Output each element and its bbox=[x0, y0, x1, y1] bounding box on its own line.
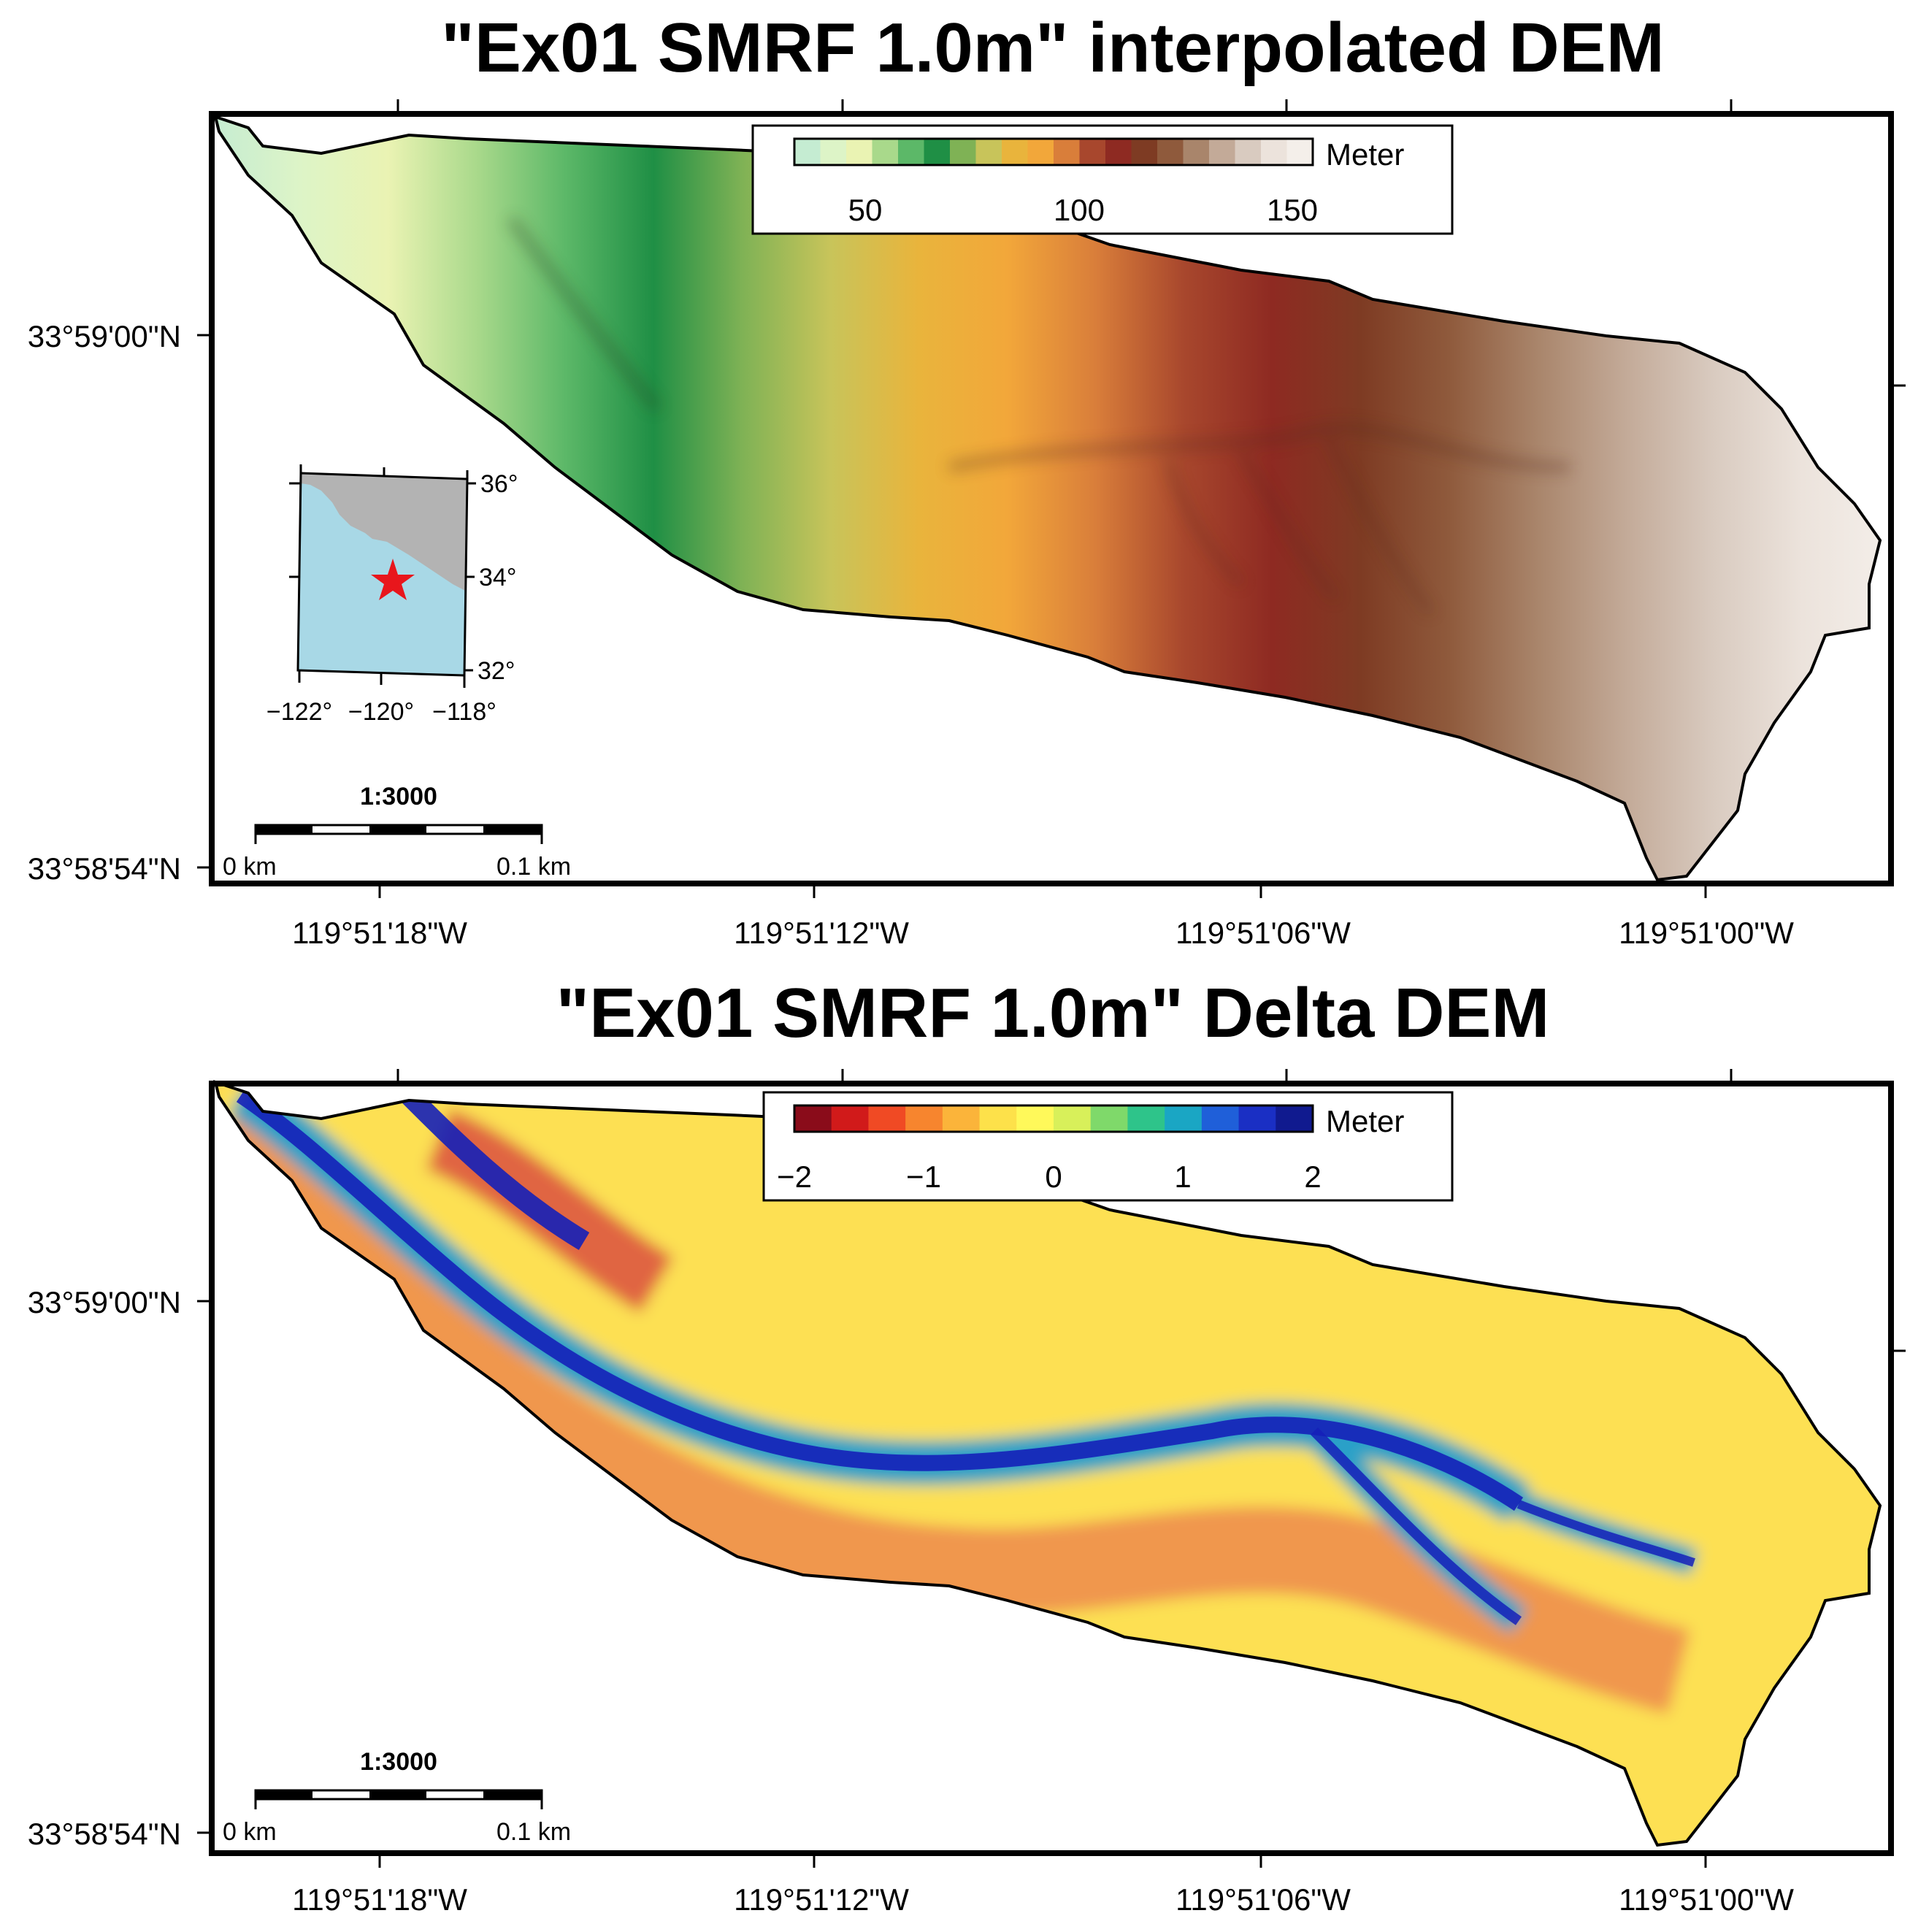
delta-colorbar-tick-4: 1 bbox=[1174, 1159, 1191, 1194]
colorbar-swatch bbox=[1016, 1105, 1054, 1132]
colorbar-swatch bbox=[898, 139, 924, 165]
delta-frame-ticks bbox=[197, 1069, 1906, 1868]
colorbar-swatch bbox=[820, 139, 847, 165]
scale-start-label: 0 km bbox=[223, 853, 277, 881]
colorbar-swatch bbox=[1235, 139, 1262, 165]
delta-map-title: "Ex01 SMRF 1.0m" Delta DEM bbox=[556, 974, 1550, 1052]
colorbar-swatch bbox=[1054, 1105, 1092, 1132]
inset-lon-tick-122: −122° bbox=[266, 698, 332, 726]
dem-map-title: "Ex01 SMRF 1.0m" interpolated DEM bbox=[441, 9, 1664, 87]
delta-lon-label-2: 119°51'12"W bbox=[734, 1882, 909, 1917]
lat-label-bottom: 33°58'54"N bbox=[28, 851, 181, 886]
delta-map-frame bbox=[209, 1081, 1894, 1856]
colorbar-swatch bbox=[1002, 139, 1028, 165]
colorbar-swatch bbox=[942, 1105, 981, 1132]
lat-label-top: 33°59'00"N bbox=[28, 319, 181, 353]
colorbar-swatch bbox=[1261, 139, 1287, 165]
delta-lon-label-4: 119°51'00"W bbox=[1619, 1882, 1794, 1917]
dem-colorbar-unit: Meter bbox=[1326, 137, 1404, 172]
dem-colorbar bbox=[794, 139, 1313, 165]
delta-lat-label-top: 33°59'00"N bbox=[28, 1285, 181, 1319]
colorbar-swatch bbox=[1090, 1105, 1128, 1132]
colorbar-swatch bbox=[1209, 139, 1235, 165]
colorbar-swatch bbox=[1054, 139, 1080, 165]
dem-map-panel: "Ex01 SMRF 1.0m" interpolated DEM bbox=[28, 9, 1906, 950]
colorbar-swatch bbox=[1276, 1105, 1313, 1132]
colorbar-swatch bbox=[975, 139, 1002, 165]
dem-scale-bar: 1:3000 0 km 0.1 km bbox=[223, 783, 571, 881]
inset-lat-tick-36: 36° bbox=[480, 470, 518, 498]
colorbar-swatch bbox=[1157, 139, 1184, 165]
colorbar-swatch bbox=[1201, 1105, 1240, 1132]
colorbar-swatch bbox=[1027, 139, 1054, 165]
colorbar-swatch bbox=[1183, 139, 1210, 165]
scale-end-label: 0.1 km bbox=[496, 853, 571, 881]
colorbar-swatch bbox=[794, 139, 821, 165]
delta-colorbar-tick-5: 2 bbox=[1304, 1159, 1321, 1194]
delta-colorbar-tick-3: 0 bbox=[1045, 1159, 1062, 1194]
colorbar-swatch bbox=[868, 1105, 906, 1132]
delta-colorbar bbox=[794, 1105, 1313, 1132]
colorbar-swatch bbox=[1079, 139, 1106, 165]
lon-label-2: 119°51'12"W bbox=[734, 916, 909, 950]
colorbar-swatch bbox=[950, 139, 976, 165]
delta-colorbar-legend: Meter −2 −1 0 1 2 bbox=[762, 1091, 1454, 1202]
lon-label-1: 119°51'18"W bbox=[292, 916, 467, 950]
inset-lat-tick-32: 32° bbox=[478, 657, 515, 685]
delta-scale-start-label: 0 km bbox=[223, 1818, 277, 1846]
delta-scale-bar: 1:3000 0 km 0.1 km bbox=[223, 1748, 571, 1846]
lon-label-3: 119°51'06"W bbox=[1175, 916, 1351, 950]
dem-map-frame bbox=[209, 111, 1894, 886]
delta-map-panel: "Ex01 SMRF 1.0m" Delta DEM bbox=[28, 974, 1906, 1917]
colorbar-swatch bbox=[846, 139, 872, 165]
colorbar-swatch bbox=[979, 1105, 1017, 1132]
colorbar-swatch bbox=[905, 1105, 943, 1132]
colorbar-swatch bbox=[872, 139, 899, 165]
lon-label-4: 119°51'00"W bbox=[1619, 916, 1794, 950]
colorbar-swatch bbox=[831, 1105, 869, 1132]
delta-lon-label-1: 119°51'18"W bbox=[292, 1882, 467, 1917]
inset-land bbox=[301, 473, 467, 591]
delta-lat-label-bottom: 33°58'54"N bbox=[28, 1817, 181, 1851]
colorbar-swatch bbox=[1238, 1105, 1276, 1132]
colorbar-swatch bbox=[794, 1105, 832, 1132]
delta-colorbar-unit: Meter bbox=[1326, 1104, 1404, 1138]
inset-lat-tick-34: 34° bbox=[479, 564, 516, 591]
colorbar-swatch bbox=[1127, 1105, 1165, 1132]
dem-colorbar-legend: Meter 50 100 150 bbox=[751, 124, 1454, 235]
colorbar-swatch bbox=[1131, 139, 1158, 165]
colorbar-swatch bbox=[924, 139, 951, 165]
colorbar-swatch bbox=[1165, 1105, 1203, 1132]
dem-colorbar-tick-2: 100 bbox=[1054, 193, 1105, 227]
dem-colorbar-tick-1: 50 bbox=[848, 193, 883, 227]
delta-colorbar-tick-2: −1 bbox=[906, 1159, 941, 1194]
inset-lon-tick-118: −118° bbox=[432, 698, 496, 726]
delta-scale-ratio: 1:3000 bbox=[360, 1748, 437, 1776]
scale-ratio: 1:3000 bbox=[360, 783, 437, 810]
inset-lon-tick-120: −120° bbox=[348, 698, 414, 726]
dem-frame-ticks bbox=[197, 99, 1906, 898]
delta-lon-label-3: 119°51'06"W bbox=[1175, 1882, 1351, 1917]
colorbar-swatch bbox=[1286, 139, 1313, 165]
locator-inset-map: 36° 34° 32° −122° −120° −118° bbox=[266, 464, 518, 726]
location-star-marker bbox=[371, 559, 415, 600]
delta-colorbar-tick-1: −2 bbox=[777, 1159, 812, 1194]
delta-scale-end-label: 0.1 km bbox=[496, 1818, 571, 1846]
colorbar-swatch bbox=[1105, 139, 1132, 165]
dem-colorbar-tick-3: 150 bbox=[1267, 193, 1318, 227]
